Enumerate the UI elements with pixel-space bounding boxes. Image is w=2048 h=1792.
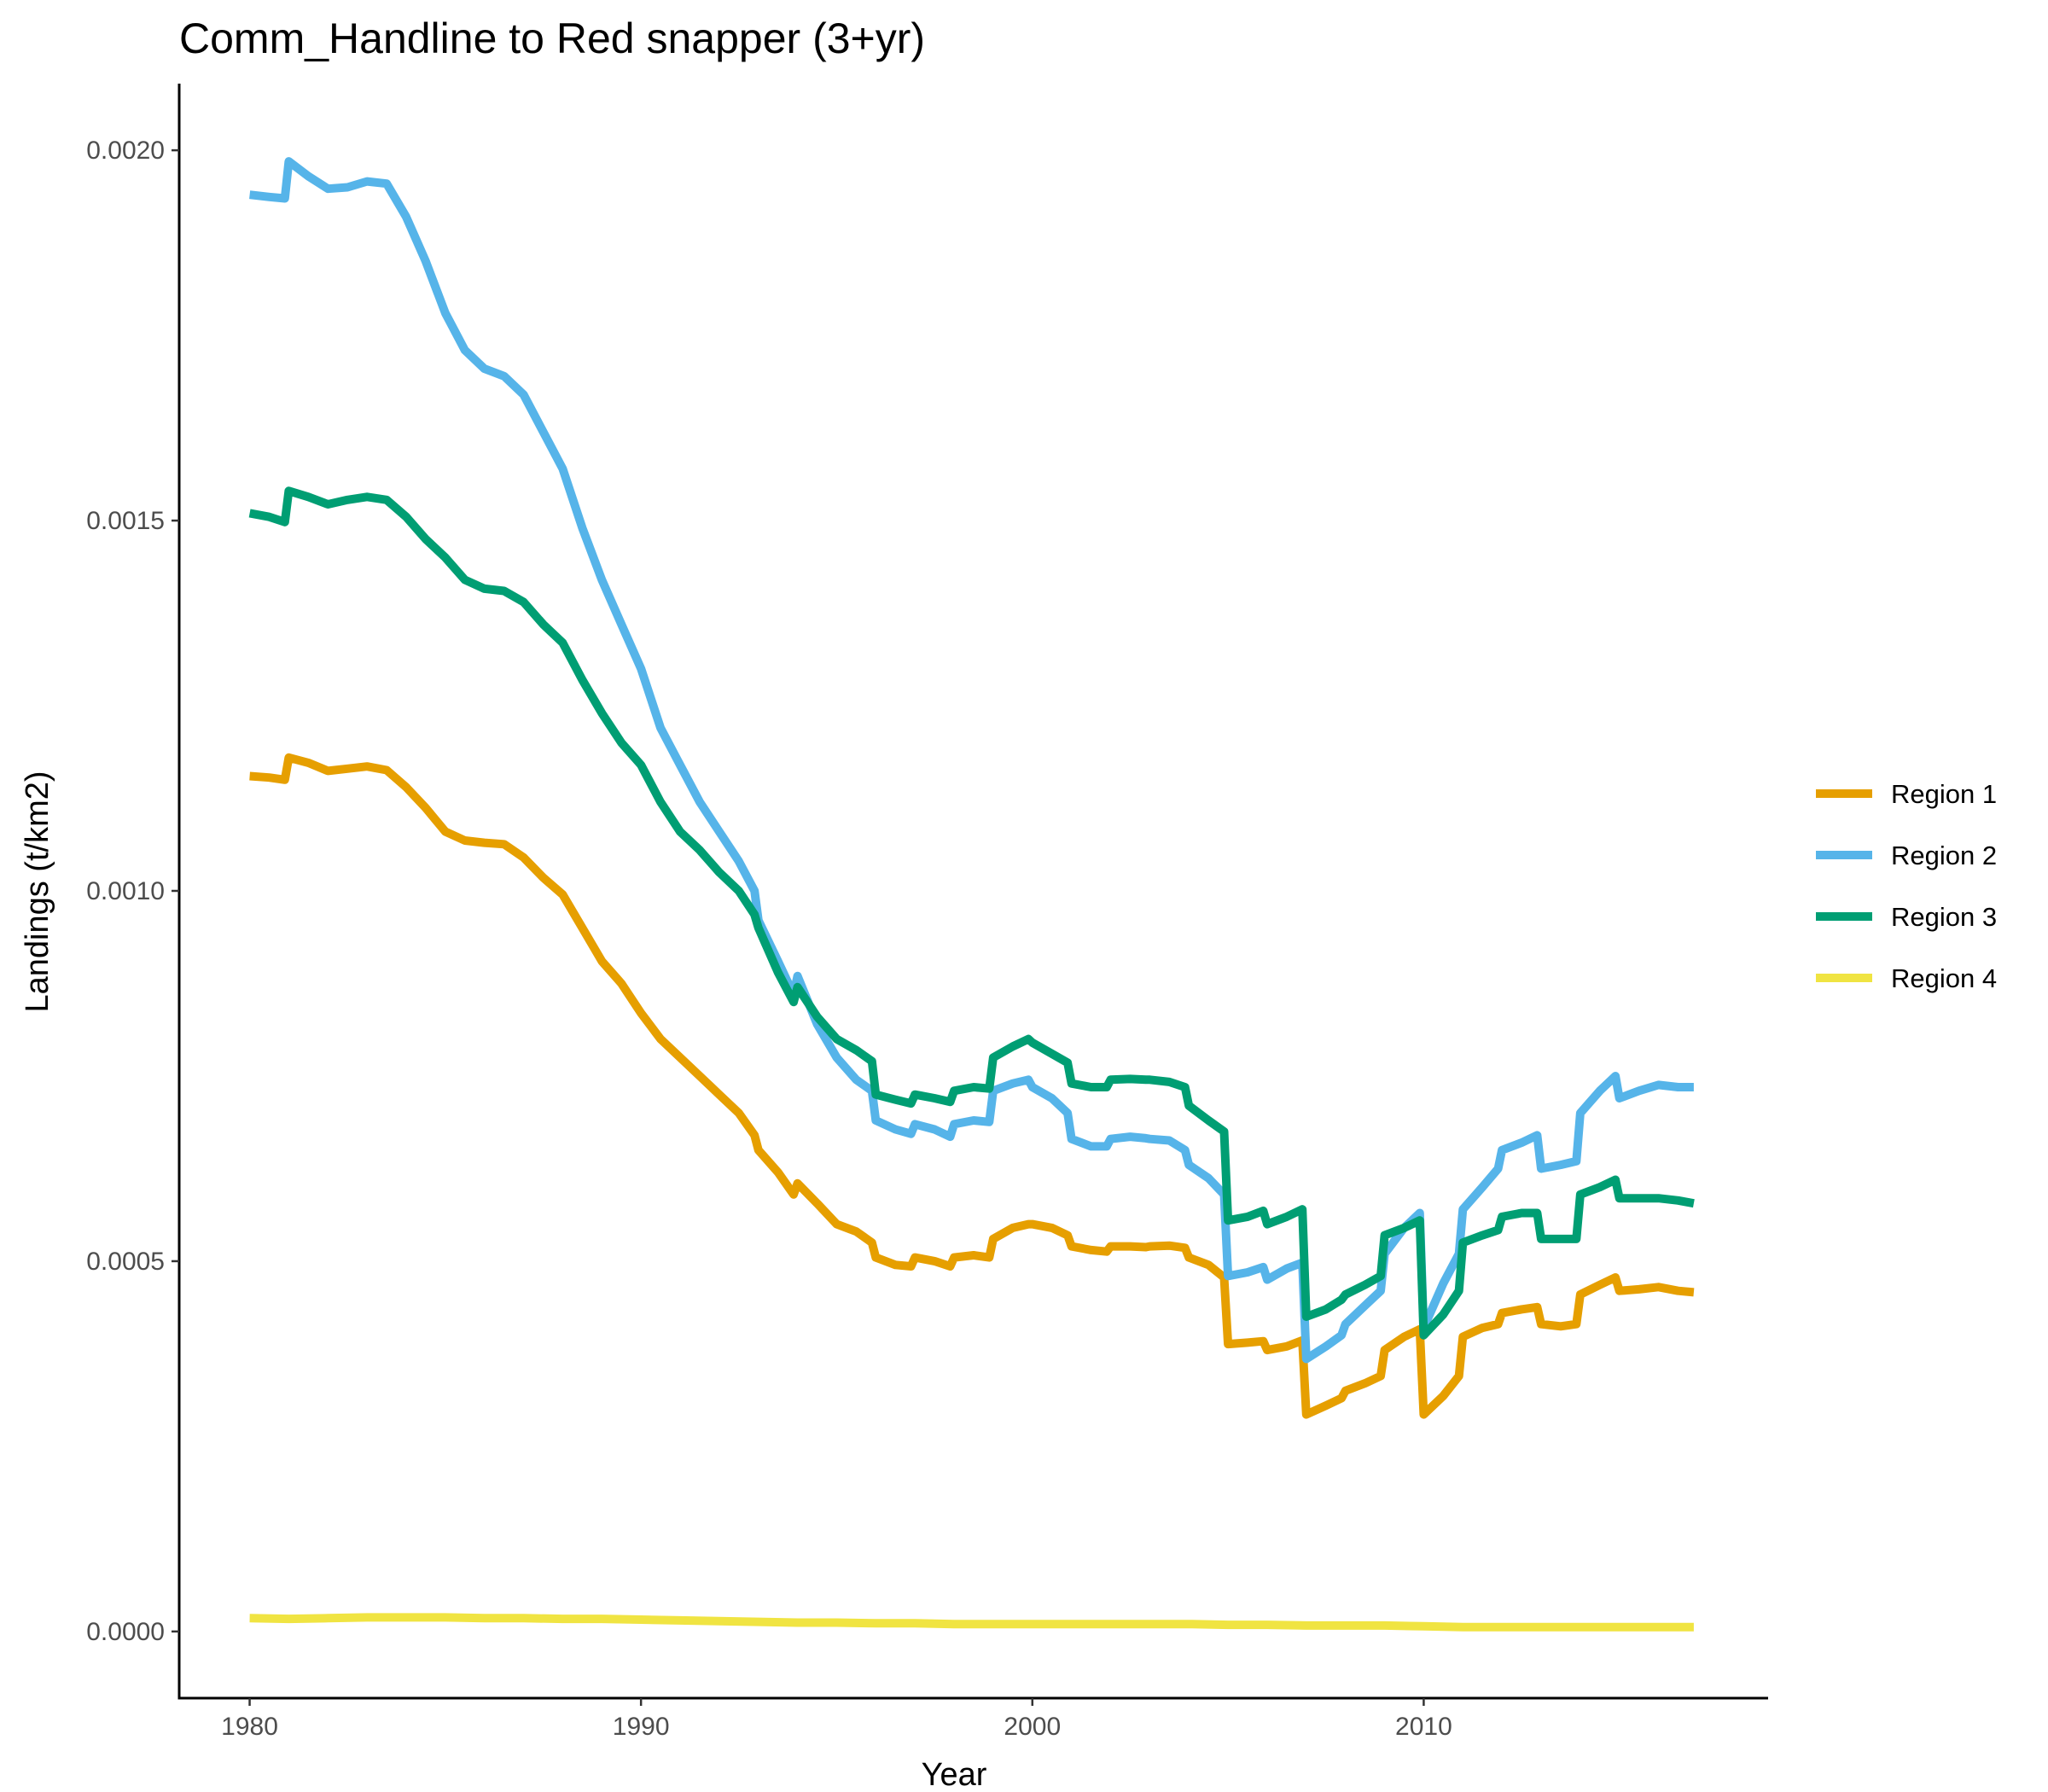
x-axis-title: Year [922, 1757, 987, 1792]
series-line-region-1 [249, 753, 1695, 1419]
y-axis-title: Landings (t/km2) [20, 771, 55, 1012]
x-tick-label: 2000 [1004, 1713, 1061, 1741]
legend-label-region-3: Region 3 [1891, 902, 1997, 932]
legend: Region 1 Region 2 Region 3 Region 4 [1816, 779, 1997, 993]
y-tick-label: 0.0005 [86, 1248, 165, 1276]
legend-label-region-1: Region 1 [1891, 779, 1997, 809]
legend-label-region-2: Region 2 [1891, 841, 1997, 870]
y-axis-ticks: 0.0000 0.0005 0.0010 0.0015 0.0020 [86, 137, 179, 1646]
x-axis-ticks: 1980 1990 2000 2010 [221, 1698, 1452, 1741]
series-line-region-4 [249, 1613, 1694, 1632]
x-tick-label: 1980 [221, 1713, 278, 1741]
legend-label-region-4: Region 4 [1891, 963, 1997, 993]
series-line-region-3 [248, 486, 1695, 1340]
series-group [248, 157, 1695, 1632]
y-tick-label: 0.0000 [86, 1618, 165, 1646]
plot-area: 0.0000 0.0005 0.0010 0.0015 0.0020 1980 1990 2… [86, 84, 1768, 1741]
y-tick-label: 0.0015 [86, 507, 165, 535]
chart-title: Comm_Handline to Red snapper (3+yr) [179, 15, 925, 62]
series-line-region-2 [249, 157, 1694, 1364]
x-tick-label: 2010 [1395, 1713, 1452, 1741]
x-tick-label: 1990 [613, 1713, 670, 1741]
y-tick-label: 0.0010 [86, 877, 165, 905]
y-tick-label: 0.0020 [86, 137, 165, 165]
